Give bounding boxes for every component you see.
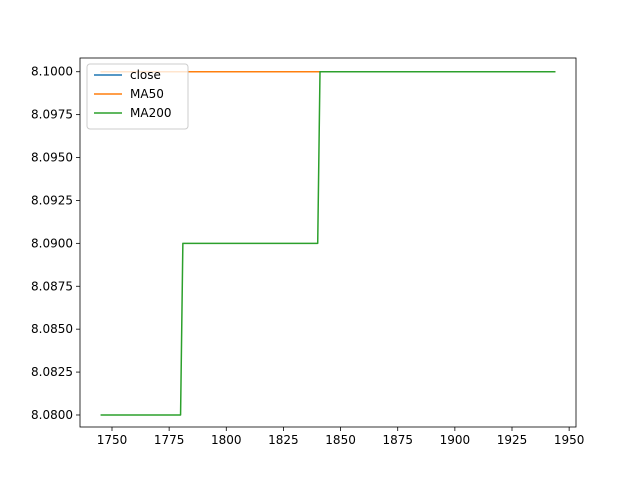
x-tick-label: 1950 [554,433,585,447]
x-tick-label: 1750 [97,433,128,447]
x-tick-label: 1925 [497,433,528,447]
legend-label-ma50: MA50 [130,87,164,101]
x-tick-label: 1775 [154,433,185,447]
axes-frame [79,57,577,428]
legend-label-close: close [130,68,161,82]
y-tick-label: 8.0925 [31,193,73,207]
y-tick-label: 8.0975 [31,108,73,122]
y-tick-label: 8.0875 [31,279,73,293]
x-tick-label: 1875 [382,433,413,447]
y-tick-label: 8.0850 [31,322,73,336]
series-line-ma200 [100,70,556,416]
y-tick-label: 8.0950 [31,151,73,165]
y-tick-label: 8.0800 [31,408,73,422]
x-axis-ticks: 1750 1775 1800 1825 1850 1875 1900 1925 1950 [97,427,585,447]
y-tick-label: 8.0825 [31,365,73,379]
y-tick-label: 8.1000 [31,65,73,79]
legend: close MA50 MA200 [86,63,189,130]
x-tick-label: 1825 [268,433,299,447]
x-tick-label: 1800 [211,433,242,447]
x-tick-label: 1850 [325,433,356,447]
x-tick-label: 1900 [440,433,471,447]
y-axis-ticks: 8.0800 8.0825 8.0850 8.0875 8.0900 8.0925 8.09… [31,65,80,422]
y-tick-label: 8.0900 [31,236,73,250]
legend-label-ma200: MA200 [130,106,171,120]
